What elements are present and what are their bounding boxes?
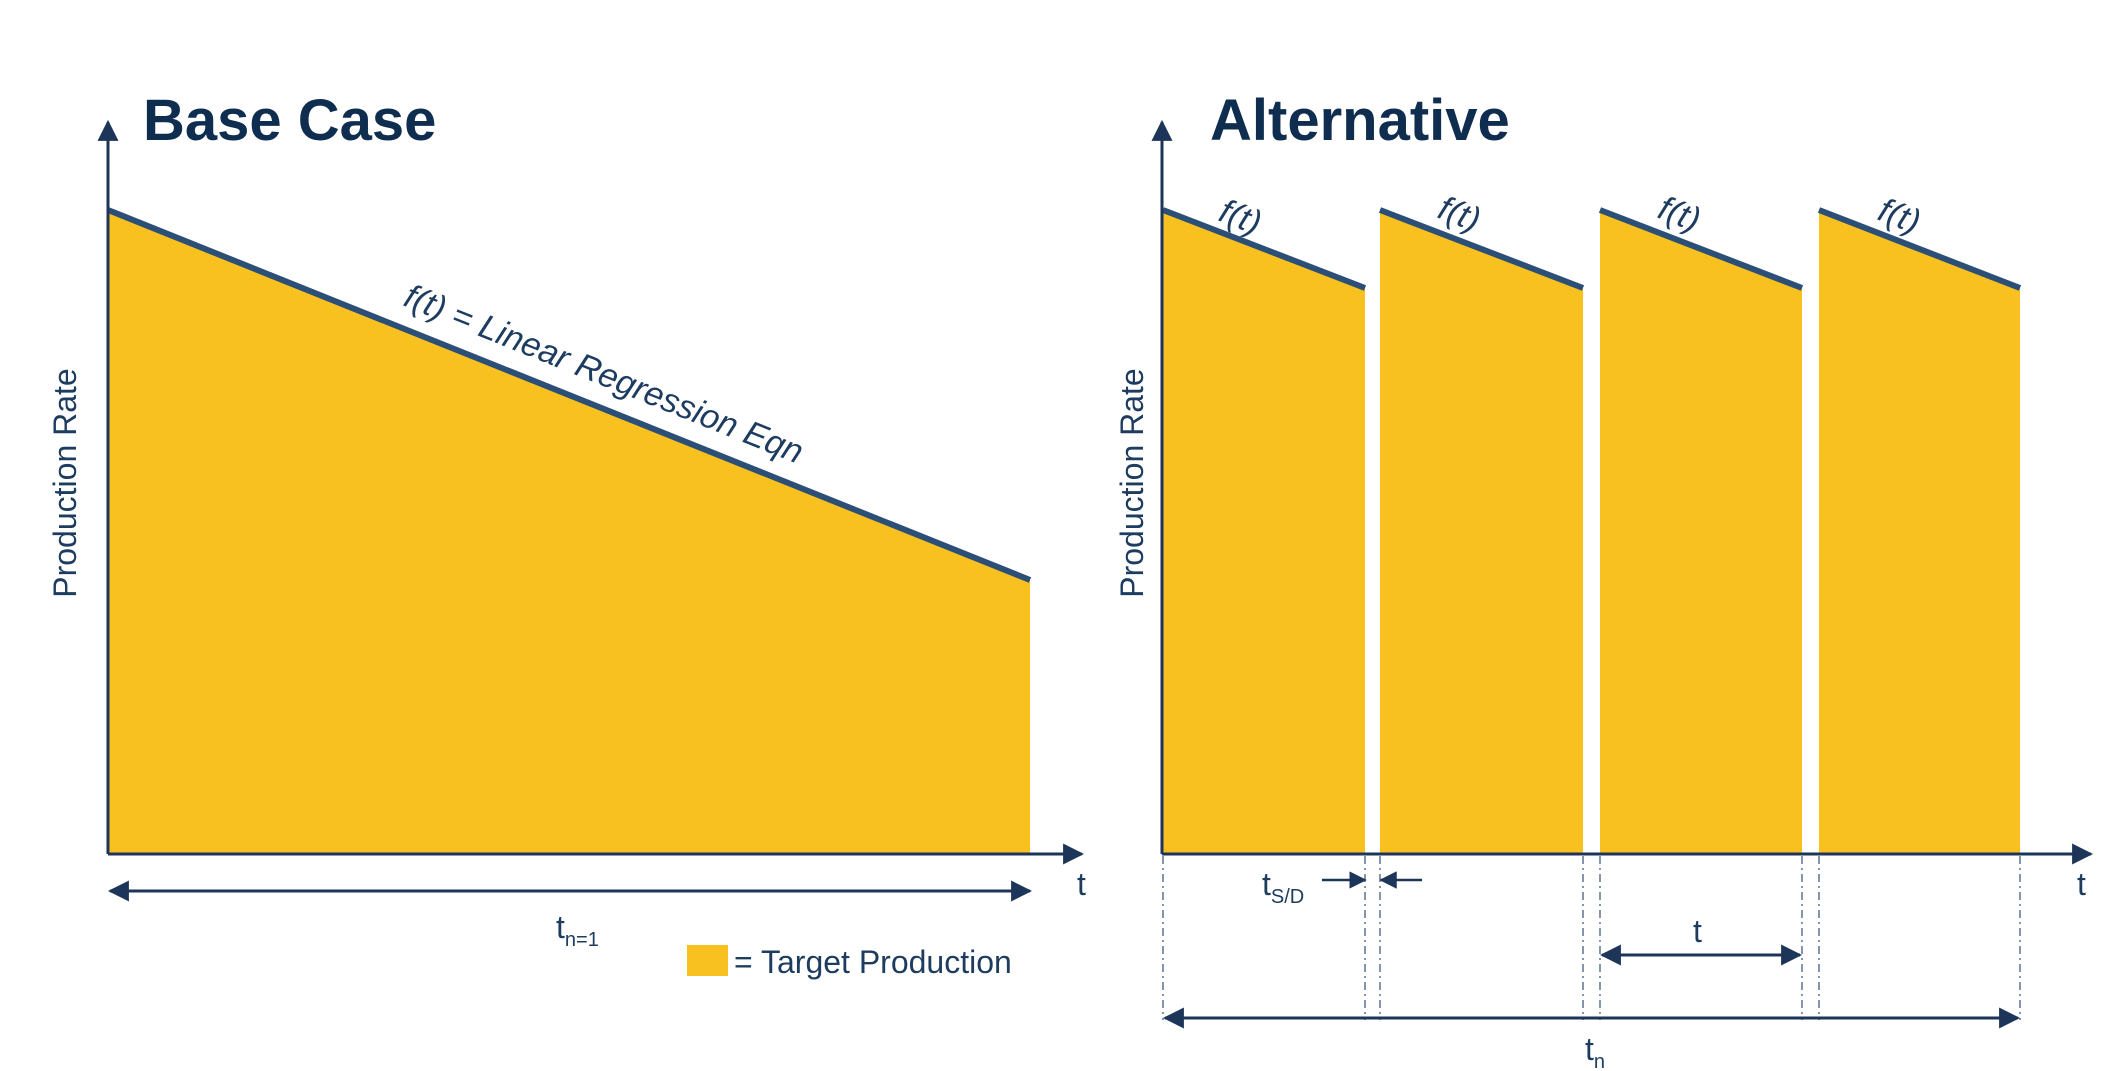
alternative-y-axis-label: Production Rate: [1114, 368, 1150, 597]
alternative-segment-line: [1598, 207, 1804, 291]
total-duration-label: tn: [1585, 1031, 1605, 1071]
alternative-production-area: [1600, 210, 1802, 854]
alternative-production-area: [1163, 210, 1365, 854]
alternative-title: Alternative: [1210, 88, 1510, 153]
base-case-duration-label: tn=1: [556, 909, 599, 951]
base-case-x-axis-label: t: [1077, 866, 1086, 902]
alternative-segment-line: [1161, 207, 1367, 291]
interval-label: t: [1693, 913, 1702, 949]
shutdown-duration-label: tS/D: [1262, 866, 1304, 908]
alternative-production-area: [1819, 210, 2020, 854]
base-case-title: Base Case: [143, 88, 436, 153]
alternative-segment-line: [1817, 207, 2022, 291]
alternative-panel: Alternative f(t) f(t) f(t) f(t) Producti…: [1114, 88, 2094, 1071]
alternative-production-area: [1380, 210, 1583, 854]
legend-label: = Target Production: [734, 944, 1012, 980]
base-case-production-area: [108, 210, 1030, 854]
alternative-guide-lines: [1162, 856, 2021, 1020]
base-case-regression-line: [106, 207, 1032, 583]
alternative-x-axis-label: t: [2077, 866, 2086, 902]
alternative-segment-line: [1378, 207, 1585, 291]
base-case-y-axis-label: Production Rate: [47, 368, 83, 597]
legend-swatch: [687, 945, 728, 976]
base-case-panel: Base Case f(t) = Linear Regression Eqn P…: [47, 88, 1086, 980]
